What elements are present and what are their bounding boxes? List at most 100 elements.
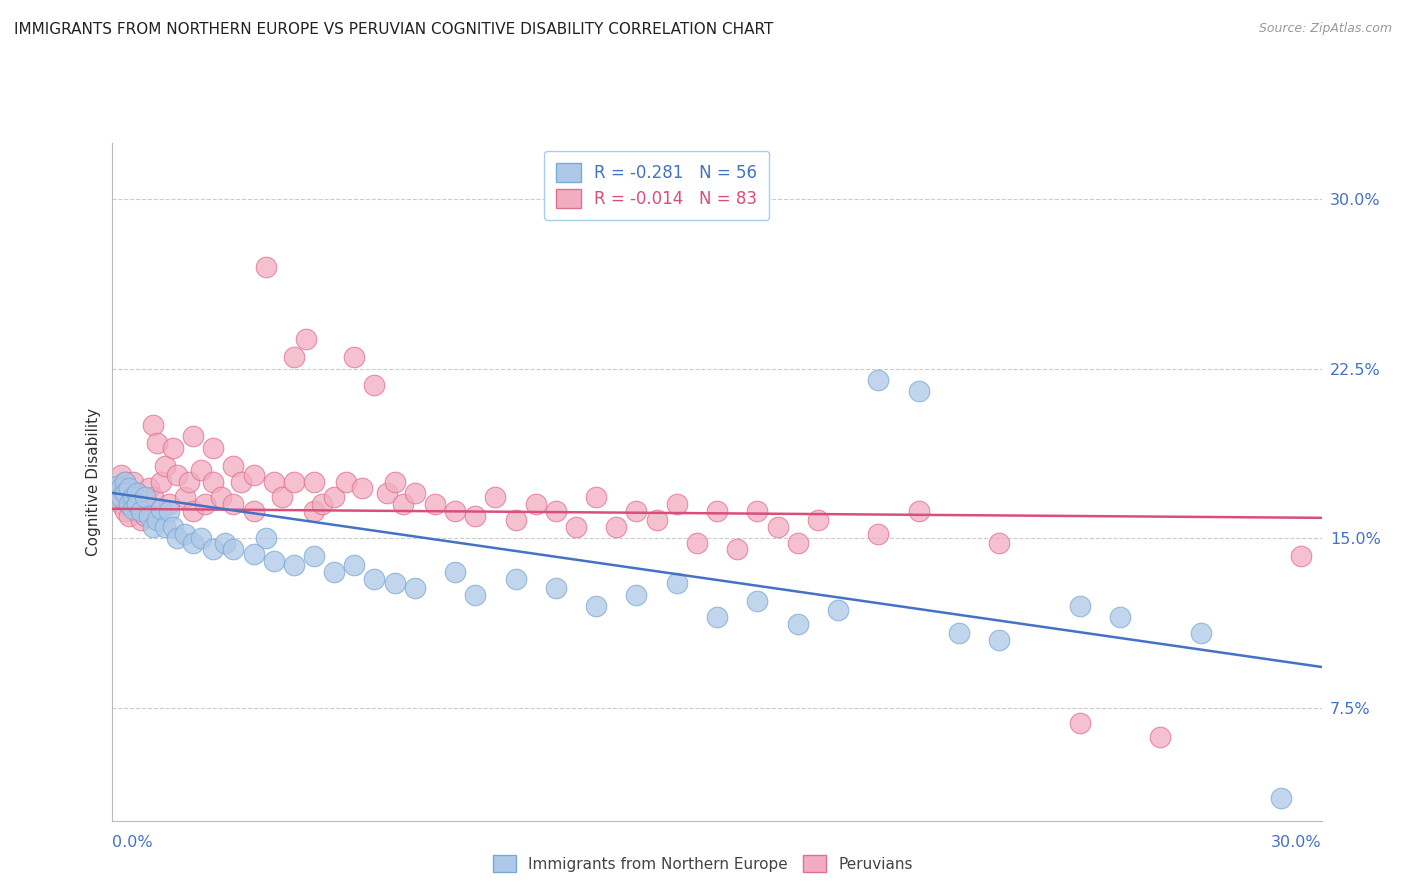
Point — [585, 491, 607, 505]
Point — [129, 504, 152, 518]
Point — [585, 599, 607, 613]
Point — [105, 491, 128, 505]
Point — [444, 504, 467, 518]
Point — [988, 535, 1011, 549]
Point — [505, 572, 527, 586]
Y-axis label: Cognitive Disability: Cognitive Disability — [86, 408, 101, 556]
Point — [1270, 791, 1292, 805]
Point — [686, 535, 709, 549]
Point — [222, 497, 245, 511]
Point — [626, 504, 648, 518]
Point — [142, 520, 165, 534]
Point — [907, 384, 929, 399]
Point — [181, 535, 204, 549]
Point — [177, 475, 200, 489]
Point — [786, 617, 808, 632]
Point — [105, 479, 128, 493]
Point — [149, 501, 172, 516]
Point — [114, 475, 136, 489]
Point — [254, 260, 277, 274]
Point — [142, 491, 165, 505]
Point — [114, 475, 136, 489]
Point — [1069, 599, 1091, 613]
Point — [129, 491, 152, 505]
Point — [725, 542, 748, 557]
Point — [114, 486, 136, 500]
Point — [146, 436, 169, 450]
Point — [202, 475, 225, 489]
Point — [807, 513, 830, 527]
Point — [302, 504, 325, 518]
Point — [190, 531, 212, 545]
Point — [747, 594, 769, 608]
Point — [565, 520, 588, 534]
Point — [117, 486, 139, 500]
Point — [384, 576, 406, 591]
Point — [181, 504, 204, 518]
Point — [1109, 610, 1132, 624]
Point — [444, 565, 467, 579]
Point — [524, 497, 547, 511]
Point — [263, 554, 285, 568]
Point — [254, 531, 277, 545]
Point — [295, 332, 318, 346]
Text: 30.0%: 30.0% — [1271, 836, 1322, 850]
Point — [626, 588, 648, 602]
Point — [157, 497, 180, 511]
Point — [665, 576, 688, 591]
Point — [283, 351, 305, 365]
Point — [544, 581, 567, 595]
Text: 0.0%: 0.0% — [112, 836, 153, 850]
Point — [146, 513, 169, 527]
Point — [352, 482, 374, 496]
Point — [343, 558, 366, 573]
Point — [194, 497, 217, 511]
Point — [138, 508, 160, 523]
Point — [114, 504, 136, 518]
Point — [105, 482, 128, 496]
Point — [121, 475, 143, 489]
Point — [283, 475, 305, 489]
Point — [134, 491, 156, 505]
Point — [231, 475, 253, 489]
Point — [907, 504, 929, 518]
Point — [343, 351, 366, 365]
Point — [283, 558, 305, 573]
Point — [110, 467, 132, 482]
Point — [404, 581, 426, 595]
Point — [142, 418, 165, 433]
Point — [948, 626, 970, 640]
Point — [827, 603, 849, 617]
Point — [153, 458, 176, 473]
Point — [391, 497, 413, 511]
Point — [1149, 730, 1171, 744]
Point — [375, 486, 398, 500]
Point — [484, 491, 506, 505]
Point — [1189, 626, 1212, 640]
Point — [162, 441, 184, 455]
Point — [110, 482, 132, 496]
Point — [464, 588, 486, 602]
Text: Source: ZipAtlas.com: Source: ZipAtlas.com — [1258, 22, 1392, 36]
Point — [786, 535, 808, 549]
Point — [544, 504, 567, 518]
Point — [129, 513, 152, 527]
Point — [302, 549, 325, 564]
Point — [363, 377, 385, 392]
Point — [190, 463, 212, 477]
Point — [706, 504, 728, 518]
Point — [214, 535, 236, 549]
Legend: Immigrants from Northern Europe, Peruvians: Immigrants from Northern Europe, Peruvia… — [485, 847, 921, 880]
Point — [242, 547, 264, 561]
Point — [134, 508, 156, 523]
Point — [166, 467, 188, 482]
Point — [335, 475, 357, 489]
Point — [125, 486, 148, 500]
Point — [1069, 716, 1091, 731]
Point — [747, 504, 769, 518]
Point — [302, 475, 325, 489]
Point — [121, 491, 143, 505]
Point — [464, 508, 486, 523]
Point — [505, 513, 527, 527]
Point — [242, 504, 264, 518]
